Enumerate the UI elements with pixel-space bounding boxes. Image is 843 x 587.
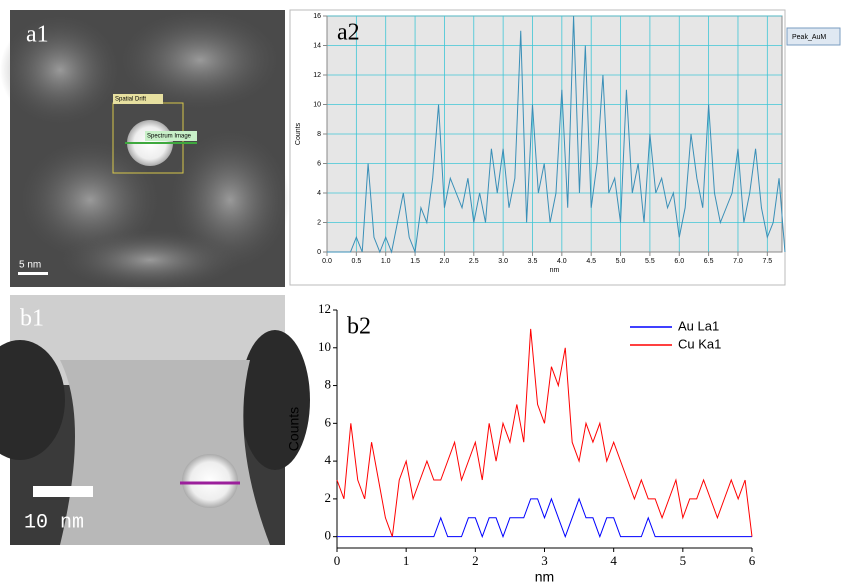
annotation: Spatial Drift (115, 97, 146, 103)
x-tick-label: 3.5 (528, 258, 538, 265)
x-tick-label: 6.0 (674, 258, 684, 265)
y-tick-label: 2 (317, 219, 321, 226)
x-tick-label: 0.0 (322, 258, 332, 265)
x-tick-label: 5.5 (645, 258, 655, 265)
x-tick-label: 0.5 (351, 258, 361, 265)
y-tick-label: 0 (325, 528, 332, 543)
y-tick-label: 10 (313, 101, 321, 108)
legend-label: Au La1 (678, 318, 719, 333)
y-tick-label: 10 (318, 339, 331, 354)
panel-label: a1 (26, 22, 49, 48)
y-tick-label: 8 (317, 131, 321, 138)
y-tick-label: 12 (318, 301, 331, 316)
scale-bar-label: 5 nm (19, 260, 41, 271)
x-tick-label: 7.5 (762, 258, 772, 265)
panel-label: a2 (337, 20, 360, 46)
x-tick-label: 7.0 (733, 258, 743, 265)
x-tick-label: 2 (472, 553, 479, 568)
x-tick-label: 5 (680, 553, 687, 568)
y-tick-label: 16 (313, 13, 321, 20)
scale-bar-label: 10 nm (24, 511, 84, 534)
x-tick-label: 3.0 (498, 258, 508, 265)
y-tick-label: 4 (317, 190, 321, 197)
panel-label: b1 (20, 306, 44, 332)
annotation: Spectrum Image (147, 134, 192, 140)
x-tick-label: 3 (541, 553, 548, 568)
x-tick-label: 6.5 (704, 258, 714, 265)
x-tick-label: 1 (403, 553, 410, 568)
x-tick-label: 0 (334, 553, 341, 568)
x-tick-label: 5.0 (616, 258, 626, 265)
panel-label: b2 (347, 314, 371, 340)
y-tick-label: 6 (317, 160, 321, 167)
plot-area (337, 310, 752, 548)
y-tick-label: 6 (325, 414, 332, 429)
y-tick-label: 2 (325, 490, 332, 505)
x-tick-label: 6 (749, 553, 756, 568)
x-axis-label: nm (550, 267, 560, 274)
x-tick-label: 1.5 (410, 258, 420, 265)
y-tick-label: 14 (313, 42, 321, 49)
y-axis-label: Counts (286, 407, 302, 451)
series-line (337, 497, 752, 539)
x-tick-label: 1.0 (381, 258, 391, 265)
x-tick-label: 4 (610, 553, 617, 568)
y-tick-label: 4 (325, 452, 332, 467)
x-tick-label: 4.0 (557, 258, 567, 265)
y-tick-label: 8 (325, 377, 332, 392)
x-tick-label: 2.5 (469, 258, 479, 265)
image-a1: Spatial Drift Spectrum Image 5 nm a1 (0, 10, 290, 290)
legend-label: Cu Ka1 (678, 336, 721, 351)
x-axis-label: nm (535, 569, 554, 585)
legend-label: Peak_AuM (792, 34, 826, 41)
legend-box (786, 27, 841, 46)
series-line (336, 328, 753, 537)
series-line (327, 15, 786, 254)
x-tick-label: 2.0 (440, 258, 450, 265)
y-axis-label: Counts (295, 122, 302, 145)
image-b1: 10 nm b1 (0, 295, 310, 545)
y-tick-label: 12 (313, 72, 321, 79)
x-tick-label: 4.5 (586, 258, 596, 265)
y-tick-label: 0 (317, 249, 321, 256)
